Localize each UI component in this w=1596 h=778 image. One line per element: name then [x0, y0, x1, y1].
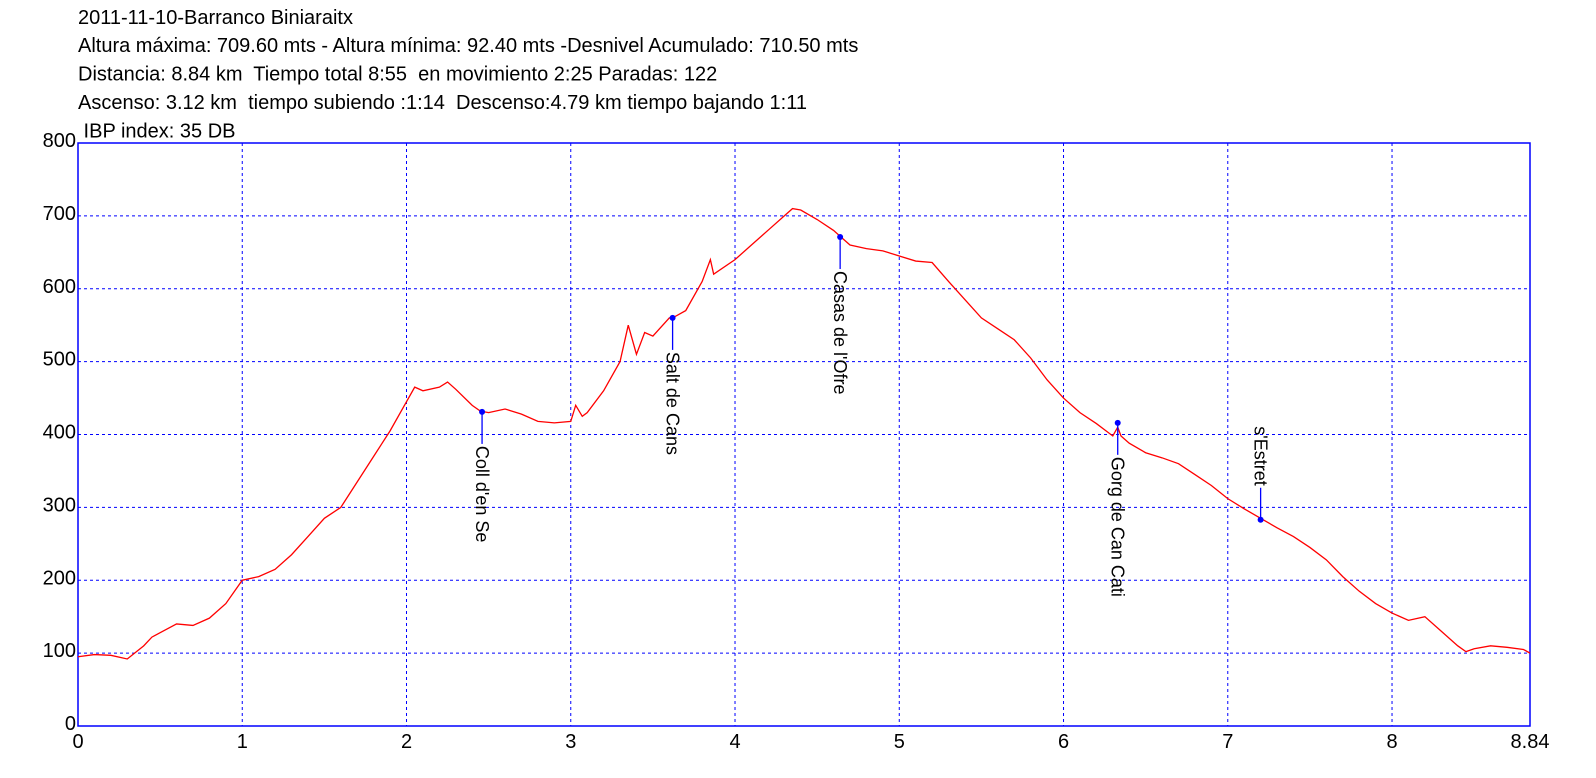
y-tick-label: 700 [43, 203, 76, 225]
x-tick-label: 4 [729, 731, 740, 753]
y-tick-label: 800 [43, 130, 76, 152]
waypoint-marker [1114, 419, 1121, 426]
x-tick-label: 2 [401, 731, 412, 753]
y-tick-label: 0 [65, 713, 76, 735]
x-tick-label: 8.84 [1511, 731, 1550, 753]
waypoint-marker [669, 314, 676, 321]
waypoint-marker [1257, 516, 1264, 523]
x-tick-label: 6 [1058, 731, 1069, 753]
x-tick-label: 3 [565, 731, 576, 753]
waypoint-label: Casas de l'Ofre [830, 271, 850, 395]
x-tick-label: 5 [894, 731, 905, 753]
subtitle-line: Distancia: 8.84 km Tiempo total 8:55 en … [78, 64, 717, 86]
waypoint-marker [837, 234, 844, 241]
y-tick-label: 500 [43, 349, 76, 371]
elevation-line [77, 207, 1531, 660]
waypoint-label: Gorg de Can Cati [1108, 457, 1128, 597]
waypoint-label: Coll d'en Se [472, 446, 492, 543]
plot-frame [77, 142, 1531, 727]
y-tick-label: 600 [43, 276, 76, 298]
x-tick-label: 8 [1386, 731, 1397, 753]
subtitle-line: IBP index: 35 DB [78, 121, 236, 143]
y-tick-label: 100 [43, 640, 76, 662]
chart-title: 2011-11-10-Barranco Biniaraitx [78, 7, 353, 29]
x-tick-label: 1 [237, 731, 248, 753]
y-tick-label: 400 [43, 422, 76, 444]
subtitle-line: Ascenso: 3.12 km tiempo subiendo :1:14 D… [78, 92, 807, 114]
waypoint-label: s'Estret [1251, 426, 1271, 485]
y-tick-label: 200 [43, 567, 76, 589]
waypoint-label: Salt de Cans [663, 352, 683, 455]
x-tick-label: 7 [1222, 731, 1233, 753]
subtitle-line: Altura máxima: 709.60 mts - Altura mínim… [78, 35, 858, 57]
waypoint-marker [479, 408, 486, 415]
y-tick-label: 300 [43, 494, 76, 516]
x-tick-label: 0 [72, 731, 83, 753]
